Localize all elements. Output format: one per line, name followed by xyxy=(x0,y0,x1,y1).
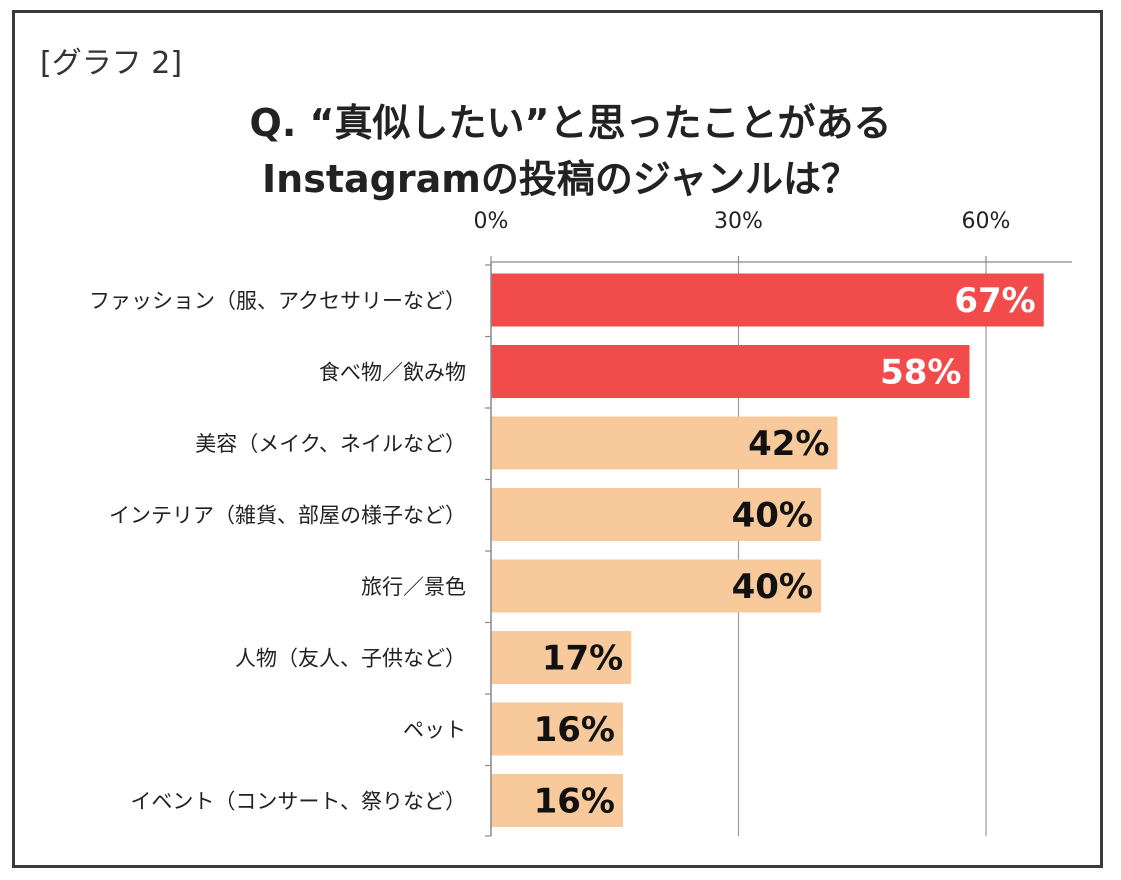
x-tick-label: 0% xyxy=(474,209,509,234)
chart-title-line1: Q. “真似したい”と思ったことがある xyxy=(249,101,892,145)
bar-3 xyxy=(491,488,821,541)
figure-tag: [グラフ 2] xyxy=(40,46,183,81)
category-label: 美容（メイク、ネイルなど） xyxy=(195,432,466,456)
bar-5 xyxy=(491,631,632,684)
bar-value-label: 16% xyxy=(534,782,615,822)
x-tick-label: 30% xyxy=(714,209,763,234)
bar-4 xyxy=(491,559,821,613)
chart-title-line2: Instagramの投稿のジャンルは？ xyxy=(262,157,859,201)
bar-value-label: 40% xyxy=(732,496,813,536)
bar-6 xyxy=(491,702,623,756)
category-label: イベント（コンサート、祭りなど） xyxy=(130,790,466,814)
category-label: 食べ物／飲み物 xyxy=(319,361,466,385)
category-label: インテリア（雑貨、部屋の様子など） xyxy=(109,504,466,528)
bar-value-label: 17% xyxy=(542,639,623,679)
category-label: ペット xyxy=(403,718,466,742)
bar-value-label: 58% xyxy=(880,353,961,393)
bar-0 xyxy=(491,273,1044,327)
category-label: 旅行／景色 xyxy=(361,575,466,599)
category-label: 人物（友人、子供など） xyxy=(235,647,466,671)
bar-value-label: 16% xyxy=(534,710,615,750)
bar-1 xyxy=(491,345,970,398)
x-tick-label: 60% xyxy=(962,209,1011,234)
bar-7 xyxy=(491,774,623,827)
bar-2 xyxy=(491,416,838,470)
bar-value-label: 40% xyxy=(732,567,813,607)
bar-value-label: 67% xyxy=(954,281,1035,321)
category-label: ファッション（服、アクセサリーなど） xyxy=(89,289,466,313)
bar-value-label: 42% xyxy=(748,424,829,464)
